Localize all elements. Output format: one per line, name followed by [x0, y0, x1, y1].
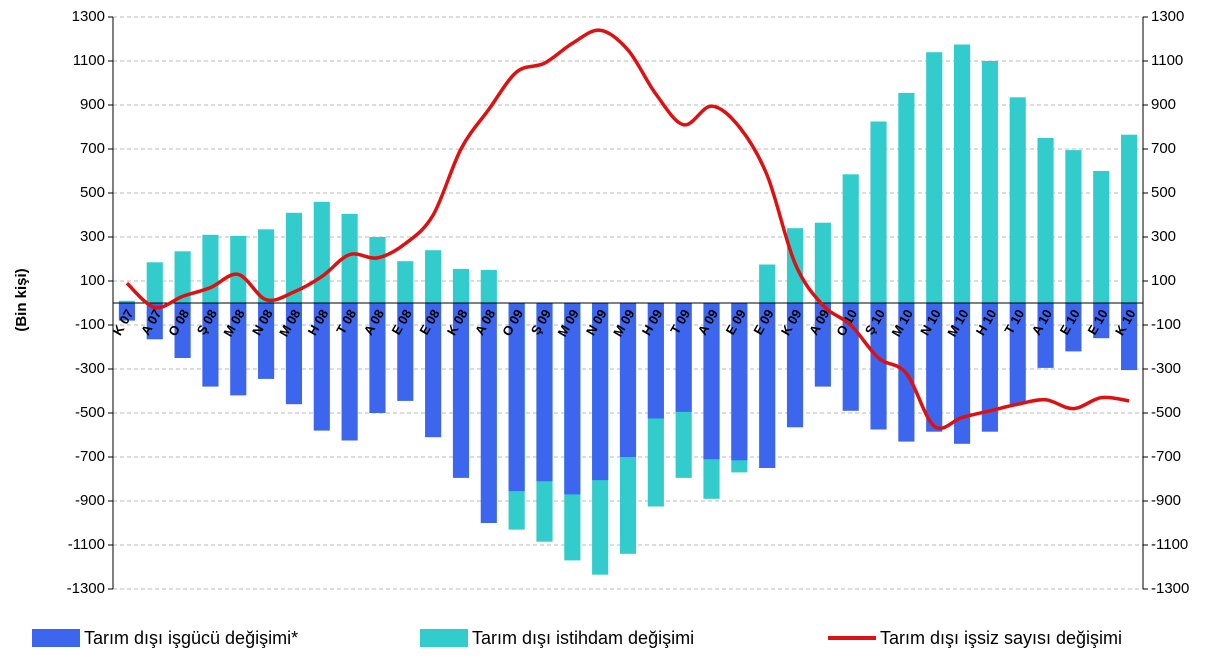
y-tick-label: 500	[80, 184, 105, 201]
bar	[230, 303, 247, 396]
bar	[981, 303, 998, 432]
bar	[480, 303, 497, 523]
bar	[759, 303, 776, 468]
bar	[675, 303, 692, 412]
y-tick-label: -300	[75, 360, 105, 377]
bar	[870, 303, 887, 430]
bar	[313, 303, 330, 431]
y-tick-label: -900	[75, 492, 105, 509]
bar	[1065, 150, 1082, 303]
y2-tick-label: 700	[1151, 140, 1176, 157]
bar	[369, 303, 386, 413]
bar	[953, 44, 971, 303]
bar	[564, 303, 581, 495]
y2-tick-label: 900	[1151, 96, 1176, 113]
bar	[341, 303, 358, 441]
bar	[285, 303, 303, 405]
bar	[202, 303, 219, 387]
y2-tick-label: -500	[1151, 404, 1181, 421]
bar	[174, 303, 191, 358]
y2-tick-label: -700	[1151, 448, 1181, 465]
y2-tick-label: -1100	[1151, 536, 1188, 553]
bar	[786, 303, 804, 428]
bar	[536, 303, 553, 482]
bar	[452, 303, 470, 478]
bar	[258, 303, 275, 379]
bar	[313, 201, 330, 303]
bar	[731, 303, 748, 461]
bar	[397, 303, 414, 401]
y-tick-label: 900	[80, 96, 105, 113]
bar	[1009, 97, 1026, 303]
bar	[425, 250, 442, 303]
y-axis-label: (Bin kişi)	[13, 268, 30, 331]
y2-tick-label: 1100	[1151, 52, 1183, 69]
bar	[369, 237, 386, 303]
bar	[759, 264, 776, 303]
bar	[898, 92, 915, 304]
bar	[480, 270, 497, 303]
bar	[647, 303, 664, 419]
bar	[452, 268, 470, 303]
bar	[981, 61, 998, 303]
bar	[285, 212, 303, 303]
legend-swatch	[32, 629, 80, 647]
bar	[814, 222, 831, 303]
bar	[202, 234, 219, 303]
legend-label: Tarım dışı işgücü değişimi*	[84, 628, 298, 648]
y2-tick-label: -900	[1151, 492, 1181, 509]
y2-tick-label: 1300	[1151, 8, 1184, 25]
bar	[146, 262, 163, 303]
bar	[397, 261, 414, 303]
bar	[703, 303, 720, 460]
y-tick-label: -700	[75, 448, 105, 465]
y-tick-label: 300	[80, 228, 105, 245]
legend-swatch	[420, 629, 468, 647]
y2-tick-label: -300	[1151, 360, 1181, 377]
legend-label: Tarım dışı istihdam değişimi	[472, 628, 694, 648]
bar	[425, 303, 442, 438]
y2-tick-label: -1300	[1151, 580, 1189, 597]
bar	[926, 52, 943, 304]
bar	[258, 229, 275, 303]
bar	[341, 213, 358, 303]
bar	[842, 174, 859, 303]
bar	[926, 303, 943, 432]
bar	[1121, 303, 1138, 371]
y-tick-label: 1300	[72, 8, 105, 25]
bar	[1009, 303, 1026, 405]
bar	[118, 300, 135, 303]
bar	[619, 303, 637, 457]
bar	[953, 303, 971, 444]
bar	[230, 235, 247, 303]
y-tick-label: -1300	[67, 580, 105, 597]
bar	[1065, 303, 1082, 352]
bar	[1093, 303, 1110, 339]
y-tick-label: 100	[80, 272, 105, 289]
y-tick-label: -100	[75, 316, 105, 333]
bar	[118, 303, 135, 321]
bar	[1037, 303, 1054, 368]
bar	[1121, 134, 1138, 303]
y2-tick-label: 300	[1151, 228, 1176, 245]
bar	[508, 303, 525, 492]
y2-tick-label: 500	[1151, 184, 1176, 201]
y-tick-label: -1100	[68, 536, 105, 553]
y2-tick-label: -100	[1151, 316, 1181, 333]
bar	[592, 303, 609, 481]
y-tick-label: 1100	[73, 52, 105, 69]
y-tick-label: 700	[80, 140, 105, 157]
bar	[1093, 171, 1110, 303]
bar	[174, 251, 191, 303]
bar	[814, 303, 831, 387]
line	[125, 28, 1130, 431]
bar	[146, 303, 163, 340]
bar	[870, 121, 887, 303]
y-tick-label: -500	[75, 404, 105, 421]
y2-tick-label: 100	[1151, 272, 1176, 289]
bar	[1037, 138, 1054, 303]
legend-label: Tarım dışı işsiz sayısı değişimi	[880, 628, 1122, 648]
